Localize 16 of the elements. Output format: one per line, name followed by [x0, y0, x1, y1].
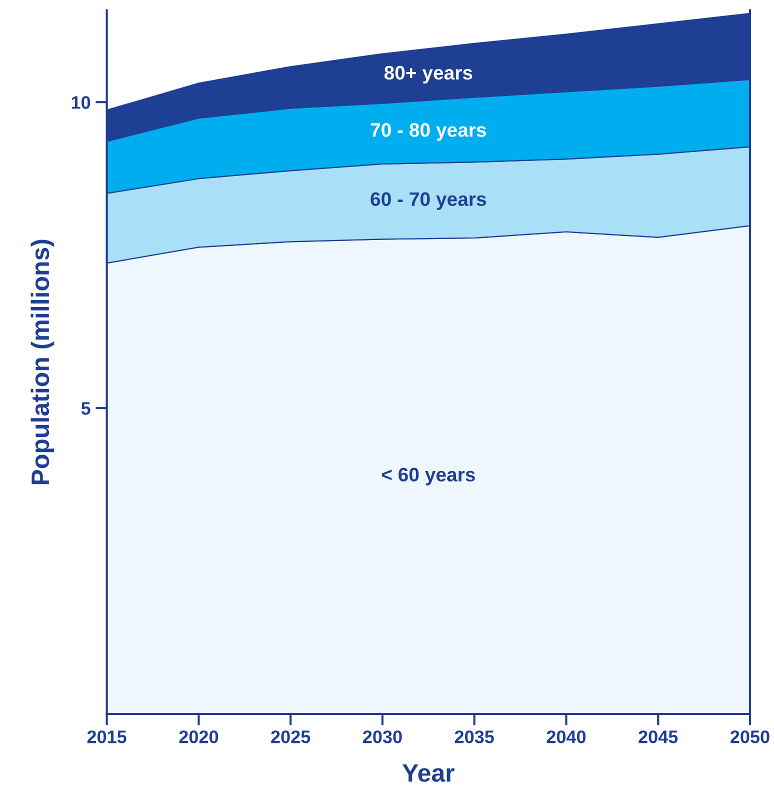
- series-label: 60 - 70 years: [370, 192, 486, 210]
- x-axis-title: Year: [402, 764, 454, 782]
- series-label: 80+ years: [384, 66, 472, 84]
- series-label: < 60 years: [382, 468, 475, 486]
- x-tick-label: 2035: [454, 730, 494, 744]
- y-tick-label: 10: [72, 96, 90, 109]
- x-tick-label: 2015: [87, 730, 126, 744]
- x-tick-label: 2045: [638, 730, 678, 744]
- x-tick-label: 2030: [363, 730, 402, 744]
- y-tick-label: 5: [81, 402, 90, 415]
- x-tick-label: 2050: [730, 730, 770, 744]
- series-label: 70 - 80 years: [370, 123, 486, 141]
- x-tick-label: 2025: [271, 730, 310, 744]
- x-tick-label: 2020: [179, 730, 218, 744]
- y-axis-title: Population (millions): [30, 240, 54, 484]
- x-tick-label: 2040: [546, 730, 586, 744]
